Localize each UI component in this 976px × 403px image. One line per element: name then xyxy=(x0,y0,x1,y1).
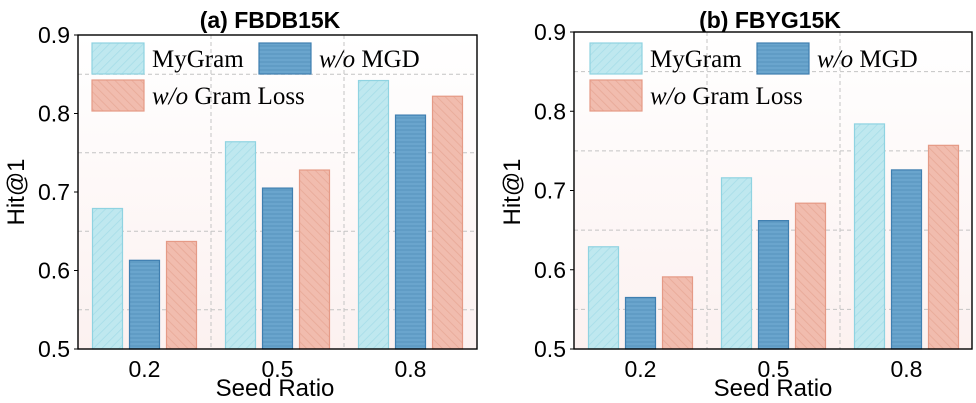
chart-panel-fbdb15k: (a) FBDB15K 0.5 0.6 0.7 0.8 0.9 0.2 0.5 0.8 Se… xyxy=(3,7,478,402)
bar-w-o-gram-loss-0.8 xyxy=(431,95,464,350)
bar-mygram-0.2 xyxy=(91,207,124,350)
bar-mygram-0.5 xyxy=(224,141,257,350)
bar-w-o-mgd-0.5 xyxy=(261,187,294,350)
legend: MyGram w/o MGD w/o Gram Loss xyxy=(91,42,420,112)
legend-label: w/o MGD xyxy=(319,46,420,73)
bar-w-o-gram-loss-0.2 xyxy=(661,276,694,350)
bar-w-o-mgd-0.5 xyxy=(757,220,790,350)
bar-w-o-gram-loss-0.8 xyxy=(927,144,960,350)
y-axis-label: Hit@1 xyxy=(3,158,30,225)
y-tick-label: 0.7 xyxy=(534,178,566,204)
y-tick-label: 0.9 xyxy=(38,22,70,48)
x-tick-label: 0.5 xyxy=(262,356,294,382)
bar-mygram-0.8 xyxy=(357,79,390,350)
legend-swatch xyxy=(589,79,643,112)
y-axis-label: Hit@1 xyxy=(499,158,526,225)
y-tick-label: 0.8 xyxy=(38,101,70,127)
legend: MyGram w/o MGD w/o Gram Loss xyxy=(589,42,918,112)
x-tick-label: 0.2 xyxy=(129,356,161,382)
y-tick-label: 0.7 xyxy=(38,179,70,205)
legend-swatch xyxy=(589,42,643,75)
legend-swatch xyxy=(91,79,145,112)
chart-panel-fbyg15k: (b) FBYG15K 0.5 0.6 0.7 0.8 0.9 0.2 0.5 0.8 Se… xyxy=(499,7,973,402)
chart-title: (a) FBDB15K xyxy=(200,7,341,33)
bar-w-o-mgd-0.8 xyxy=(394,114,427,350)
y-tick-label: 0.6 xyxy=(38,258,70,284)
legend-label: MyGram xyxy=(650,46,742,73)
bars xyxy=(91,79,464,350)
bar-w-o-mgd-0.2 xyxy=(128,259,161,350)
legend-label: w/o Gram Loss xyxy=(650,83,803,110)
legend-swatch xyxy=(91,42,145,75)
legend-label: w/o Gram Loss xyxy=(152,83,305,110)
x-tick-labels: 0.2 0.5 0.8 xyxy=(129,356,427,382)
bar-w-o-gram-loss-0.5 xyxy=(794,202,827,350)
legend-label: MyGram xyxy=(152,46,244,73)
legend-swatch xyxy=(258,42,312,75)
y-tick-label: 0.5 xyxy=(534,336,566,362)
y-tick-label: 0.6 xyxy=(534,257,566,283)
y-tick-label: 0.5 xyxy=(38,336,70,362)
y-tick-labels: 0.5 0.6 0.7 0.8 0.9 xyxy=(534,19,574,362)
x-tick-label: 0.2 xyxy=(625,356,657,382)
bar-mygram-0.8 xyxy=(853,123,886,350)
y-tick-label: 0.8 xyxy=(534,98,566,124)
bar-w-o-gram-loss-0.5 xyxy=(298,169,331,350)
x-axis-label: Seed Ratio xyxy=(714,375,833,402)
x-tick-label: 0.5 xyxy=(758,356,790,382)
legend-label: w/o MGD xyxy=(817,46,918,73)
bar-mygram-0.5 xyxy=(720,177,753,350)
x-axis-label: Seed Ratio xyxy=(216,375,335,402)
x-tick-label: 0.8 xyxy=(891,356,923,382)
bar-w-o-gram-loss-0.2 xyxy=(165,240,198,350)
bar-w-o-mgd-0.8 xyxy=(890,169,923,350)
y-tick-labels: 0.5 0.6 0.7 0.8 0.9 xyxy=(38,22,78,362)
x-tick-label: 0.8 xyxy=(395,356,427,382)
legend-swatch xyxy=(756,42,810,75)
bar-w-o-mgd-0.2 xyxy=(624,296,657,350)
bar-mygram-0.2 xyxy=(587,246,620,350)
chart-title: (b) FBYG15K xyxy=(699,7,841,33)
x-tick-labels: 0.2 0.5 0.8 xyxy=(625,356,923,382)
y-tick-label: 0.9 xyxy=(534,19,566,45)
